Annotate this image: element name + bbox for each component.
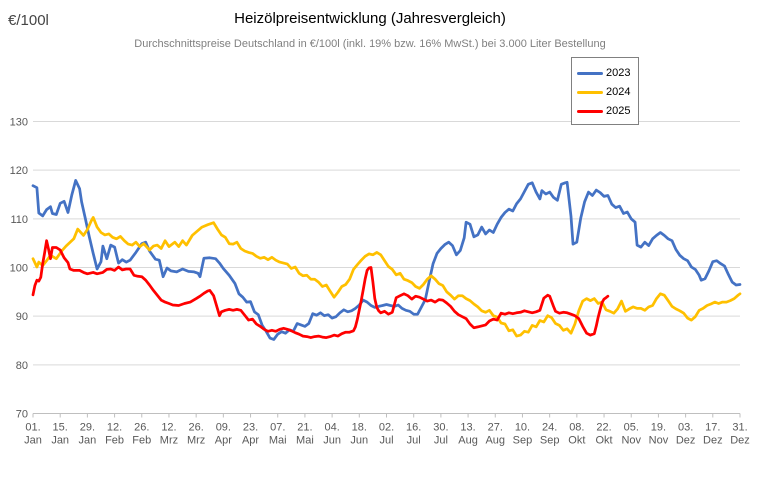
x-axis-tick-label: 12. Mrz <box>160 422 178 447</box>
legend-label: 2023 <box>606 67 631 79</box>
series-line-2023[interactable] <box>31 179 742 341</box>
x-axis-tick-label: 27. Aug <box>485 422 505 447</box>
y-axis-tick-label: 130 <box>10 117 28 129</box>
x-axis-tick-label: 03. Dez <box>676 422 696 447</box>
x-axis-tick-label: 19. Nov <box>649 422 669 447</box>
series-line-2025[interactable] <box>31 239 610 339</box>
x-axis-tick-label: 15. Jan <box>51 422 69 447</box>
x-axis-tick-label: 21. Mai <box>296 422 314 447</box>
y-axis-tick-label: 100 <box>10 263 28 275</box>
series-line-2024[interactable] <box>31 216 742 338</box>
chart-subtitle: Durchschnittspreise Deutschland in €/100… <box>134 38 606 50</box>
y-axis-tick-label: 120 <box>10 165 28 177</box>
y-axis-tick-label: 110 <box>10 214 28 226</box>
x-axis-tick-label: 12. Feb <box>105 422 124 447</box>
x-axis-tick-label: 01. Jan <box>24 422 42 447</box>
x-axis-tick-label: 23. Apr <box>242 422 259 447</box>
legend-item-2023[interactable]: 2023 <box>572 66 638 80</box>
legend-label: 2024 <box>606 86 631 98</box>
x-axis-tick-label: 22. Okt <box>595 422 612 447</box>
x-axis-tick-label: 26. Feb <box>132 422 151 447</box>
x-axis-tick-label: 05. Nov <box>621 422 641 447</box>
legend-label: 2025 <box>606 105 631 117</box>
x-axis-tick-label: 31. Dez <box>730 422 750 447</box>
y-axis-unit-label: €/100l <box>8 12 49 29</box>
x-axis-tick-label: 08. Okt <box>568 422 585 447</box>
y-axis-tick-label: 90 <box>16 311 28 323</box>
x-axis-tick-label: 10. Sep <box>513 422 533 447</box>
legend-line-swatch-2024 <box>577 90 603 94</box>
legend-item-2024[interactable]: 2024 <box>572 85 638 99</box>
x-axis-tick-label: 16. Jul <box>406 422 421 447</box>
x-axis-tick-label: 17. Dez <box>703 422 723 447</box>
chart-title: Heizölpreisentwicklung (Jahresvergleich) <box>234 10 506 27</box>
x-axis-tick-label: 30. Jul <box>433 422 448 447</box>
x-axis-tick-label: 07. Mai <box>269 422 287 447</box>
x-axis-tick-label: 04. Jun <box>323 422 341 447</box>
x-axis-tick-label: 26. Mrz <box>187 422 205 447</box>
legend-line-swatch-2023 <box>577 71 603 75</box>
y-axis-tick-label: 80 <box>16 360 28 372</box>
y-axis-tick-label: 70 <box>16 409 28 421</box>
x-axis-tick-label: 24. Sep <box>540 422 560 447</box>
x-axis-tick-label: 18. Jun <box>350 422 368 447</box>
x-axis-tick-label: 02. Jul <box>379 422 394 447</box>
x-axis-tick-label: 13. Aug <box>458 422 478 447</box>
legend-item-2025[interactable]: 2025 <box>572 104 638 118</box>
chart-legend: 2023 2024 2025 <box>571 57 639 125</box>
legend-line-swatch-2025 <box>577 109 603 113</box>
x-axis-tick-label: 09. Apr <box>215 422 232 447</box>
x-axis-tick-label: 29. Jan <box>79 422 97 447</box>
